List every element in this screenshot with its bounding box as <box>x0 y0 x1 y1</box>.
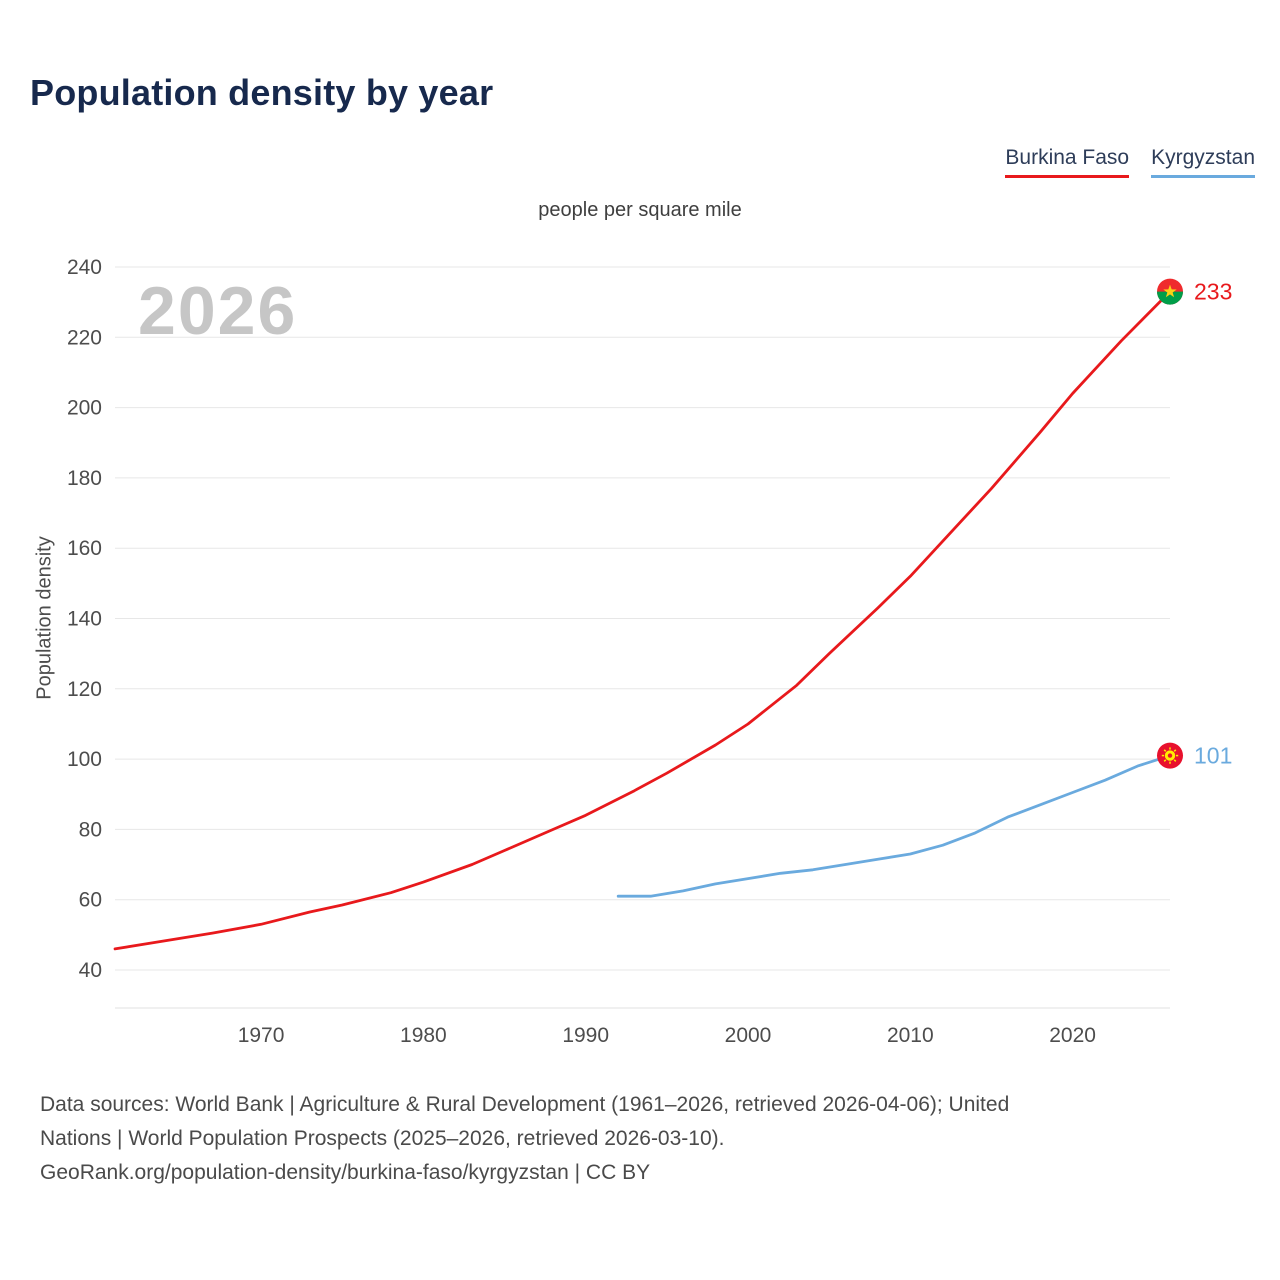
y-tick-label: 100 <box>67 748 102 771</box>
x-tick-label: 2020 <box>1049 1024 1096 1047</box>
y-tick-label: 160 <box>67 537 102 560</box>
x-tick-label: 1990 <box>562 1024 609 1047</box>
legend-item-kyrgyzstan[interactable]: Kyrgyzstan <box>1151 146 1255 178</box>
page-title: Population density by year <box>30 72 494 113</box>
y-tick-label: 40 <box>79 959 102 982</box>
series-line-burkina-faso <box>113 290 1172 951</box>
footer-line-3: GeoRank.org/population-density/burkina-f… <box>40 1161 651 1184</box>
y-tick-label: 200 <box>67 397 102 420</box>
y-tick-label: 240 <box>67 256 102 279</box>
chart-svg: 40 60 80 100 120 140 160 180 200 220 240 1970 1980 19… <box>67 256 1232 1047</box>
y-tick-label: 120 <box>67 678 102 701</box>
series-line-kyrgyzstan <box>616 754 1172 898</box>
x-tick-label: 1970 <box>238 1024 285 1047</box>
burkina-faso-flag-icon <box>1157 278 1183 305</box>
legend: Burkina Faso Kyrgyzstan <box>1005 146 1255 178</box>
y-tick-label: 60 <box>79 889 102 912</box>
x-tick-label: 2000 <box>725 1024 772 1047</box>
x-tick-label: 1980 <box>400 1024 447 1047</box>
end-value-label-burkina-faso: 233 <box>1194 279 1232 305</box>
footer-line-2: Nations | World Population Prospects (20… <box>40 1127 725 1150</box>
year-watermark: 2026 <box>138 273 298 349</box>
data-sources-footer: Data sources: World Bank | Agriculture &… <box>40 1088 1240 1190</box>
x-tick-label: 2010 <box>887 1024 934 1047</box>
y-tick-label: 80 <box>79 818 102 841</box>
kyrgyzstan-flag-icon <box>1157 742 1183 769</box>
y-tick-label: 140 <box>67 608 102 631</box>
footer-line-1: Data sources: World Bank | Agriculture &… <box>40 1093 1010 1116</box>
legend-item-burkina-faso[interactable]: Burkina Faso <box>1005 146 1130 178</box>
y-tick-label: 220 <box>67 326 102 349</box>
end-value-label-kyrgyzstan: 101 <box>1194 743 1232 769</box>
y-tick-label: 180 <box>67 467 102 490</box>
chart-subtitle: people per square mile <box>538 199 742 221</box>
